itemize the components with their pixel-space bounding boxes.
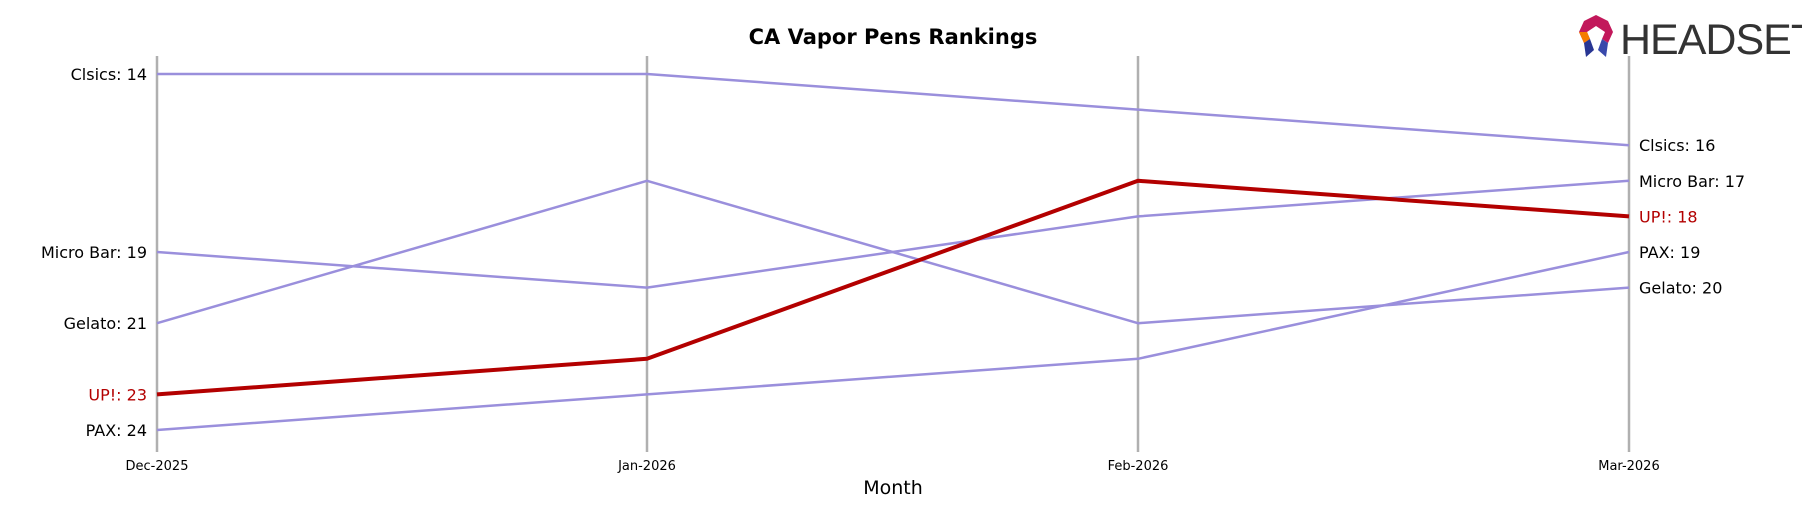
start-label-pax: PAX: 24 bbox=[86, 421, 147, 440]
x-tick-label: Mar-2026 bbox=[1598, 459, 1659, 474]
x-tick-label: Jan-2026 bbox=[617, 459, 676, 474]
end-label-gelato: Gelato: 20 bbox=[1639, 279, 1722, 298]
x-axis-ticks: Dec-2025 Jan-2026 Feb-2026 Mar-2026 bbox=[126, 459, 1660, 474]
series-line-pax bbox=[156, 250, 1630, 432]
x-axis-label: Month bbox=[863, 477, 923, 499]
start-label-micro-bar: Micro Bar: 19 bbox=[41, 243, 147, 262]
series-line-gelato bbox=[156, 179, 1630, 325]
end-label-clsics: Clsics: 16 bbox=[1639, 136, 1715, 155]
x-tick-label: Dec-2025 bbox=[126, 459, 189, 474]
series-line-up bbox=[156, 178, 1630, 397]
headset-logo-text: HEADSET bbox=[1620, 16, 1802, 64]
series-line-clsics bbox=[157, 72, 1630, 147]
x-tick-label: Feb-2026 bbox=[1108, 459, 1169, 474]
start-label-up: UP!: 23 bbox=[88, 385, 147, 404]
month-gridlines bbox=[155, 56, 1631, 452]
chart-title: CA Vapor Pens Rankings bbox=[749, 25, 1038, 49]
end-label-micro-bar: Micro Bar: 17 bbox=[1639, 172, 1745, 191]
headset-logo-icon bbox=[1579, 15, 1613, 57]
headset-logo: HEADSET bbox=[1579, 15, 1802, 64]
start-label-clsics: Clsics: 14 bbox=[71, 65, 147, 84]
series-lines bbox=[156, 72, 1630, 432]
start-label-gelato: Gelato: 21 bbox=[64, 314, 147, 333]
end-label-up: UP!: 18 bbox=[1639, 207, 1698, 226]
series-labels: Clsics: 14 Clsics: 16 Micro Bar: 19 Micro B… bbox=[41, 65, 1745, 440]
end-label-pax: PAX: 19 bbox=[1639, 243, 1700, 262]
